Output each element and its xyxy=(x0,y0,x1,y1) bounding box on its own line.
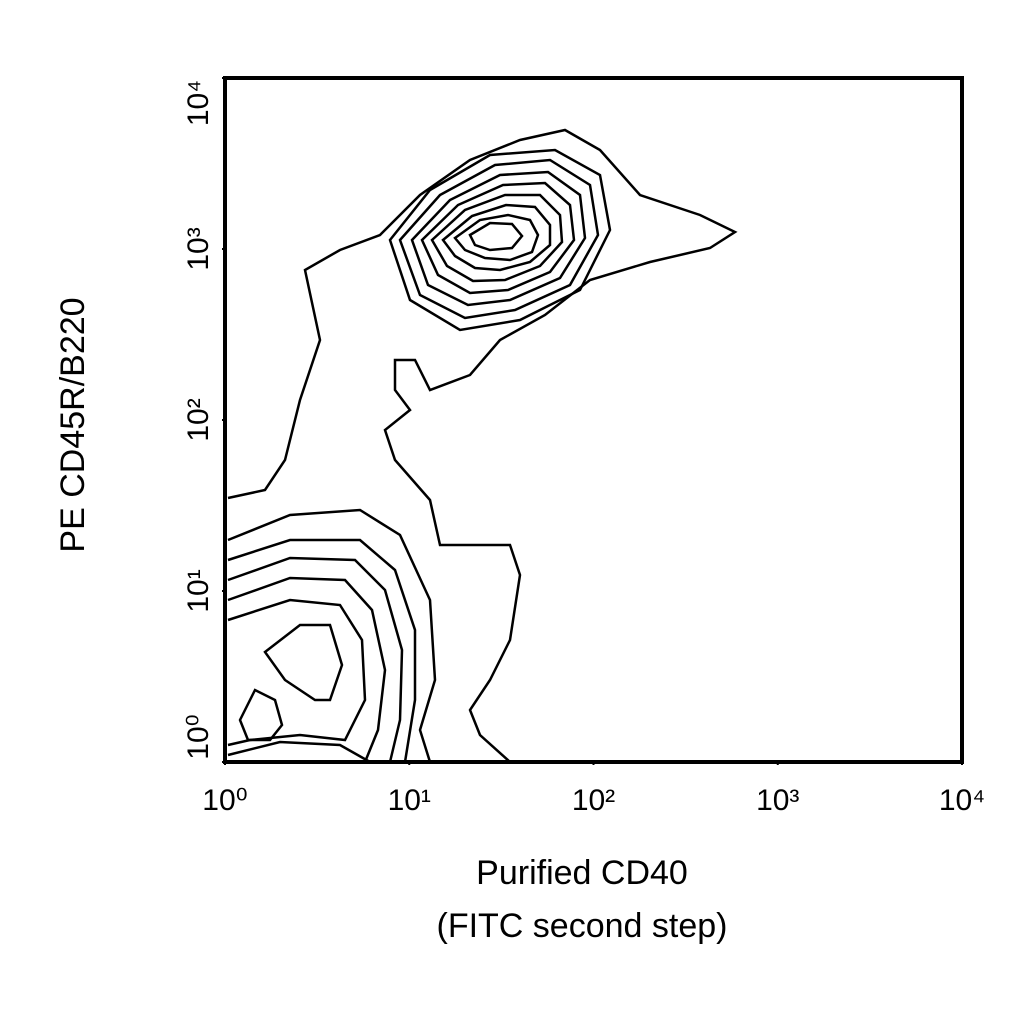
y-tick-label: 10⁴ xyxy=(182,80,215,126)
y-axis-label: PE CD45R/B220 xyxy=(54,297,92,552)
x-tick-label: 10³ xyxy=(756,784,799,817)
plot-frame xyxy=(223,76,964,764)
x-tick-label: 10⁰ xyxy=(202,784,247,817)
y-tick-label: 10³ xyxy=(182,227,215,270)
x-tick-label: 10⁴ xyxy=(939,784,985,817)
contour-line xyxy=(227,128,738,763)
contour-line xyxy=(430,193,564,283)
contour-line xyxy=(227,576,387,763)
contour-line xyxy=(388,148,612,332)
contour-line xyxy=(227,556,404,763)
contour-line xyxy=(227,508,437,763)
x-axis-label: Purified CD40 xyxy=(476,854,688,892)
contour-line xyxy=(441,203,552,272)
contour-line xyxy=(263,623,344,702)
contours xyxy=(227,128,738,764)
contour-line xyxy=(410,170,587,307)
contour-line xyxy=(468,221,524,252)
y-tick-label: 10⁰ xyxy=(182,714,215,759)
y-tick-label: 10¹ xyxy=(182,569,215,612)
contour-line xyxy=(420,181,576,295)
contour-line xyxy=(227,598,367,747)
contour-line xyxy=(398,158,600,320)
contour-line xyxy=(227,740,371,764)
x-axis-label: (FITC second step) xyxy=(437,907,728,945)
contour-line xyxy=(453,213,540,262)
x-tick-label: 10¹ xyxy=(388,784,431,817)
contour-line xyxy=(227,538,417,763)
y-tick-label: 10² xyxy=(182,398,215,441)
contour-line xyxy=(238,688,284,742)
x-tick-label: 10² xyxy=(572,784,615,817)
